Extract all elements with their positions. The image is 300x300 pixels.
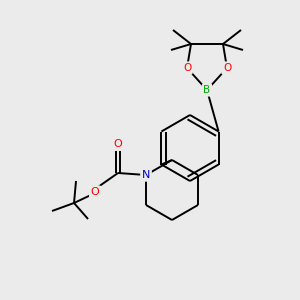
Text: O: O: [91, 187, 99, 197]
Text: O: O: [223, 63, 231, 73]
Text: O: O: [183, 63, 191, 73]
Text: N: N: [142, 170, 150, 180]
Text: B: B: [203, 85, 211, 95]
Text: O: O: [114, 139, 122, 149]
